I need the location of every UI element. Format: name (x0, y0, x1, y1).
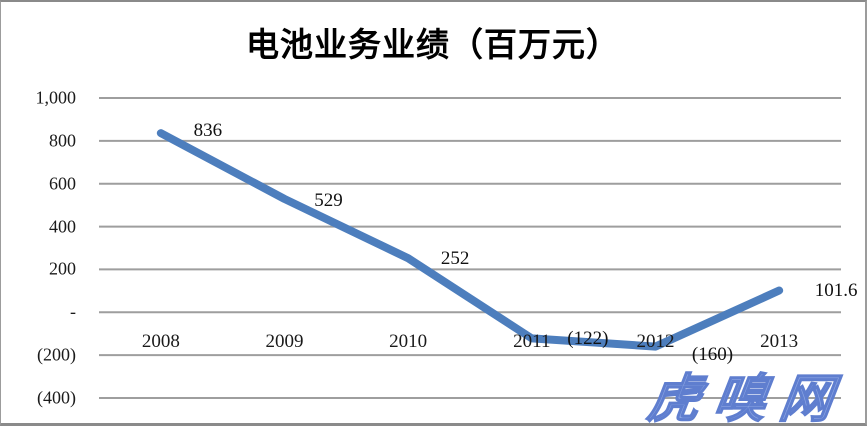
y-axis-tick-label: 400 (49, 216, 76, 237)
x-axis-label: 2010 (389, 331, 428, 352)
y-axis-tick-label: 600 (49, 173, 76, 194)
data-label: 252 (440, 248, 470, 270)
chart-title: 电池业务业绩（百万元） (246, 25, 620, 64)
data-label: 836 (193, 120, 223, 142)
y-axis-tick-label: 1,000 (35, 87, 77, 108)
data-label: 101.6 (814, 279, 858, 301)
watermark: 虎嗅网 (643, 369, 851, 426)
x-axis-label: 2011 (513, 331, 551, 352)
series-line (156, 129, 784, 351)
x-axis-label: 2008 (141, 331, 180, 352)
x-axis-label: 2009 (265, 331, 304, 352)
data-label: 529 (314, 189, 343, 211)
x-axis-label: 2012 (636, 331, 675, 352)
y-axis-tick-label: 800 (49, 130, 76, 151)
y-axis-tick-label: - (70, 301, 76, 322)
data-label: (160) (691, 343, 734, 365)
y-axis-tick-label: (200) (37, 344, 76, 365)
y-axis-tick-label: (400) (37, 387, 76, 408)
y-axis-tick-label: 200 (49, 258, 76, 279)
data-label: (122) (567, 328, 609, 350)
x-axis-label: 2013 (760, 331, 799, 352)
